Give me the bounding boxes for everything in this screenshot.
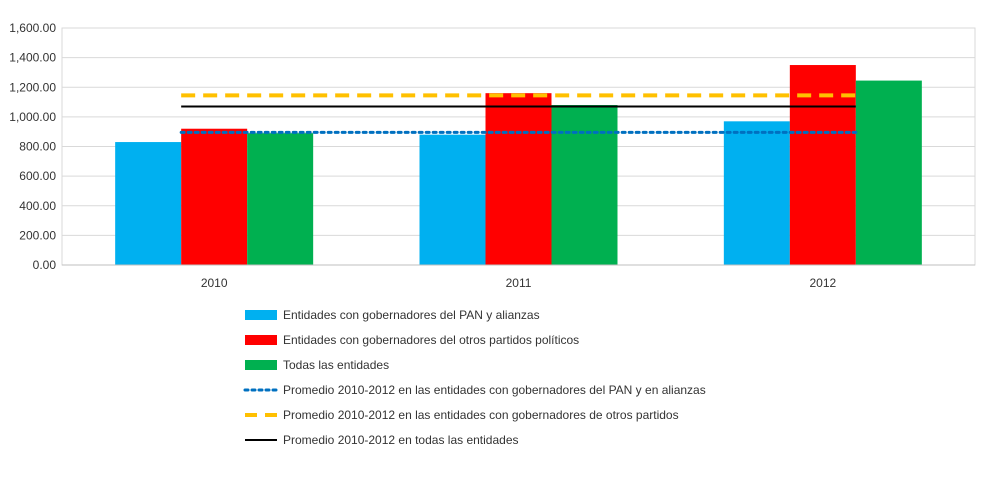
bar-2010-series-1 [115,142,182,265]
bar-2010-series-3 [247,133,314,265]
legend-label-6: Promedio 2010-2012 en todas las entidade… [283,433,519,447]
legend: Entidades con gobernadores del PAN y ali… [243,308,706,447]
bar-2011-series-2 [485,93,552,265]
y-tick-label: 800.00 [19,140,56,154]
y-tick-label: 1,000.00 [9,110,56,124]
legend-label-3: Todas las entidades [283,358,389,372]
legend-label-5: Promedio 2010-2012 en las entidades con … [283,408,679,422]
x-tick-label: 2012 [809,276,836,290]
bar-2011-series-1 [419,134,486,265]
x-tick-label: 2010 [201,276,228,290]
legend-swatch-1 [245,310,277,320]
y-tick-label: 200.00 [19,228,56,242]
bar-2012-series-3 [855,80,922,265]
legend-swatch-3 [245,360,277,370]
legend-label-2: Entidades con gobernadores del otros par… [283,333,579,347]
x-tick-label: 2011 [506,276,532,290]
y-tick-label: 1,600.00 [9,21,56,35]
bar-2011-series-3 [551,105,618,266]
y-tick-label: 400.00 [19,199,56,213]
legend-label-4: Promedio 2010-2012 en las entidades con … [283,383,706,397]
axis-layer: 0.00 200.00 400.00 600.00 800.00 1,000.00 1,20… [9,21,975,290]
y-tick-label: 600.00 [19,169,56,183]
y-tick-label: 1,400.00 [9,51,56,65]
bar-2012-series-1 [723,121,790,265]
legend-swatch-2 [245,335,277,345]
bar-2010-series-2 [181,128,248,265]
bar-layer [115,65,922,266]
bar-2012-series-2 [789,65,856,265]
y-tick-label: 1,200.00 [9,80,56,94]
y-tick-label: 0.00 [33,258,57,272]
average-line-layer [179,93,858,134]
legend-label-1: Entidades con gobernadores del PAN y ali… [283,308,540,322]
